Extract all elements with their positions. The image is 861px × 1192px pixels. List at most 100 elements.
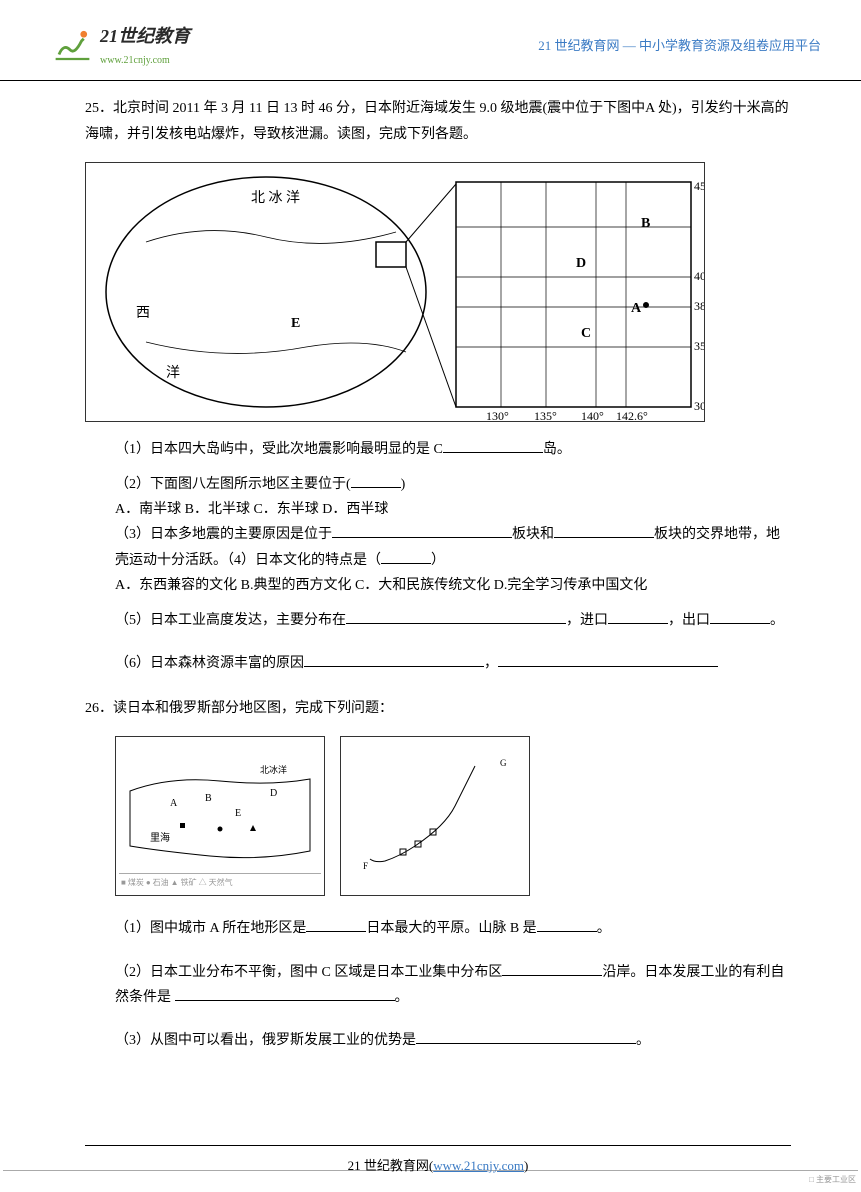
content-area: 25．北京时间 2011 年 3 月 11 日 13 时 46 分，日本附近海域… — [0, 96, 861, 1093]
q26-sub1: （1）图中城市 A 所在地形区是 日本最大的平原。山脉 B 是 。 — [115, 916, 791, 941]
q26-sub2: （2）日本工业分布不平衡，图中 C 区域是日本工业集中分布区沿岸。日本发展工业的… — [115, 960, 791, 1010]
svg-text:A: A — [170, 798, 178, 809]
text: （1）日本四大岛屿中，受此次地震影响最明显的是 C — [115, 442, 443, 457]
svg-text:西: 西 — [136, 306, 150, 321]
svg-text:D: D — [270, 788, 277, 799]
svg-text:38.1°: 38.1° — [694, 299, 704, 313]
text: 日本最大的平原。山脉 B 是 — [366, 921, 536, 936]
blank-field[interactable] — [608, 623, 668, 624]
text: ) — [401, 477, 406, 492]
russia-legend: ■ 煤炭 ● 石油 ▲ 铁矿 △ 天然气 — [119, 873, 321, 892]
question-25: 25．北京时间 2011 年 3 月 11 日 13 时 46 分，日本附近海域… — [85, 96, 791, 676]
svg-text:C: C — [581, 326, 591, 341]
svg-text:30°: 30° — [694, 399, 704, 413]
svg-text:F: F — [363, 861, 368, 871]
svg-text:A: A — [631, 301, 642, 316]
blank-field[interactable] — [502, 975, 602, 976]
logo-text: 21世纪教育 www.21cnjy.com — [100, 20, 190, 70]
russia-map-icon: A B E D 里海 北冰洋 — [120, 751, 320, 881]
text: （3）日本多地震的主要原因是位于 — [115, 527, 332, 542]
q25-sub5: （5）日本工业高度发达，主要分布在 ，进口 ，出口 。 — [115, 608, 791, 633]
blank-field[interactable] — [304, 666, 484, 667]
blank-field[interactable] — [332, 537, 512, 538]
blank-field[interactable] — [381, 563, 431, 564]
svg-text:45°: 45° — [694, 179, 704, 193]
svg-text:140°: 140° — [581, 409, 604, 422]
svg-text:130°: 130° — [486, 409, 509, 422]
svg-text:洋: 洋 — [166, 365, 180, 381]
blank-field[interactable] — [498, 666, 718, 667]
svg-text:135°: 135° — [534, 409, 557, 422]
japan-map-icon: G F — [345, 741, 525, 891]
text: 板块和 — [512, 527, 554, 542]
svg-text:G: G — [500, 758, 507, 768]
q26-sub3: （3）从图中可以看出，俄罗斯发展工业的优势是 。 — [115, 1028, 791, 1053]
blank-field[interactable] — [306, 931, 366, 932]
footer-text: ) — [524, 1158, 528, 1173]
question-number: 26． — [85, 701, 113, 716]
text: （3）从图中可以看出，俄罗斯发展工业的优势是 — [115, 1033, 416, 1048]
blank-field[interactable] — [416, 1043, 636, 1044]
blank-field[interactable] — [443, 452, 543, 453]
text: 板块的交界地带， — [654, 527, 766, 542]
text: 。 — [395, 990, 409, 1005]
question-intro: 北京时间 2011 年 3 月 11 日 13 时 46 分，日本附近海域发生 … — [85, 101, 789, 141]
logo: 21世纪教育 www.21cnjy.com — [50, 20, 190, 70]
text: （6）日本森林资源丰富的原因 — [115, 656, 304, 671]
q25-sub2-options: A．南半球 B．北半球 C．东半球 D．西半球 — [115, 497, 791, 522]
header-subtitle: 21 世纪教育网 — 中小学教育资源及组卷应用平台 — [538, 34, 821, 57]
text: 。 — [636, 1033, 650, 1048]
svg-text:35°: 35° — [694, 339, 704, 353]
q25-sub4-options: A．东西兼容的文化 B.典型的西方文化 C．大和民族传统文化 D.完全学习传承中… — [115, 573, 791, 598]
map-figure-placeholder: 北 冰 洋 西 洋 E D B — [85, 162, 705, 422]
q25-sub2: （2）下面图八左图所示地区主要位于() — [115, 472, 791, 497]
text: ） — [431, 553, 445, 568]
svg-text:B: B — [641, 216, 650, 231]
svg-text:40°: 40° — [694, 269, 704, 283]
q25-sub3: （3）日本多地震的主要原因是位于板块和板块的交界地带，地壳运动十分活跃。（4）日… — [115, 522, 791, 572]
text: （1）图中城市 A 所在地形区是 — [115, 921, 306, 936]
svg-text:D: D — [576, 256, 586, 271]
blank-field[interactable] — [537, 931, 597, 932]
blank-field[interactable] — [351, 487, 401, 488]
footer-text: 21 世纪教育网( — [348, 1158, 434, 1173]
text: （2）下面图八左图所示地区主要位于( — [115, 477, 351, 492]
text: 。 — [770, 613, 784, 628]
blank-field[interactable] — [175, 1000, 395, 1001]
svg-text:E: E — [291, 316, 300, 331]
svg-text:北冰洋: 北冰洋 — [260, 764, 287, 775]
blank-field[interactable] — [554, 537, 654, 538]
text: 岛。 — [543, 442, 571, 457]
question-number: 25． — [85, 101, 113, 116]
svg-text:142.6°: 142.6° — [616, 409, 648, 422]
svg-text:里海: 里海 — [150, 831, 170, 844]
q26-figures: A B E D 里海 北冰洋 ■ 煤炭 ● 石油 ▲ 铁矿 △ 天然气 — [115, 736, 791, 896]
svg-text:北 冰 洋: 北 冰 洋 — [251, 190, 300, 206]
svg-text:B: B — [205, 793, 212, 804]
text: ，进口 — [566, 613, 608, 628]
page-footer: 21 世纪教育网(www.21cnjy.com) — [85, 1145, 791, 1177]
logo-icon — [50, 23, 95, 68]
text: （5）日本工业高度发达，主要分布在 — [115, 613, 346, 628]
footer-link[interactable]: www.21cnjy.com — [433, 1158, 524, 1173]
q25-sub6: （6）日本森林资源丰富的原因 ， — [115, 651, 791, 676]
q26-body: A B E D 里海 北冰洋 ■ 煤炭 ● 石油 ▲ 铁矿 △ 天然气 — [115, 736, 791, 1053]
svg-text:E: E — [235, 808, 241, 819]
blank-field[interactable] — [710, 623, 770, 624]
japan-map-placeholder: G F □ 主要工业区 — [340, 736, 530, 896]
text: （2）日本工业分布不平衡，图中 C 区域是日本工业集中分布区 — [115, 965, 502, 980]
text: 。 — [597, 921, 611, 936]
logo-title: 21世纪教育 — [100, 20, 190, 52]
blank-field[interactable] — [346, 623, 566, 624]
text: ， — [484, 656, 498, 671]
q25-sub1: （1）日本四大岛屿中，受此次地震影响最明显的是 C 岛。 — [115, 437, 791, 462]
q25-body: （1）日本四大岛屿中，受此次地震影响最明显的是 C 岛。 （2）下面图八左图所示地… — [115, 437, 791, 677]
world-japan-map-icon: 北 冰 洋 西 洋 E D B — [86, 162, 704, 422]
q25-figure: 北 冰 洋 西 洋 E D B — [85, 162, 791, 422]
question-26: 26．读日本和俄罗斯部分地区图，完成下列问题： A B E D 里海 北冰洋 — [85, 696, 791, 1053]
page-header: 21世纪教育 www.21cnjy.com 21 世纪教育网 — 中小学教育资源… — [0, 0, 861, 81]
text: ，出口 — [668, 613, 710, 628]
russia-map-placeholder: A B E D 里海 北冰洋 ■ 煤炭 ● 石油 ▲ 铁矿 △ 天然气 — [115, 736, 325, 896]
logo-url: www.21cnjy.com — [100, 52, 190, 70]
question-intro: 读日本和俄罗斯部分地区图，完成下列问题： — [113, 701, 393, 716]
